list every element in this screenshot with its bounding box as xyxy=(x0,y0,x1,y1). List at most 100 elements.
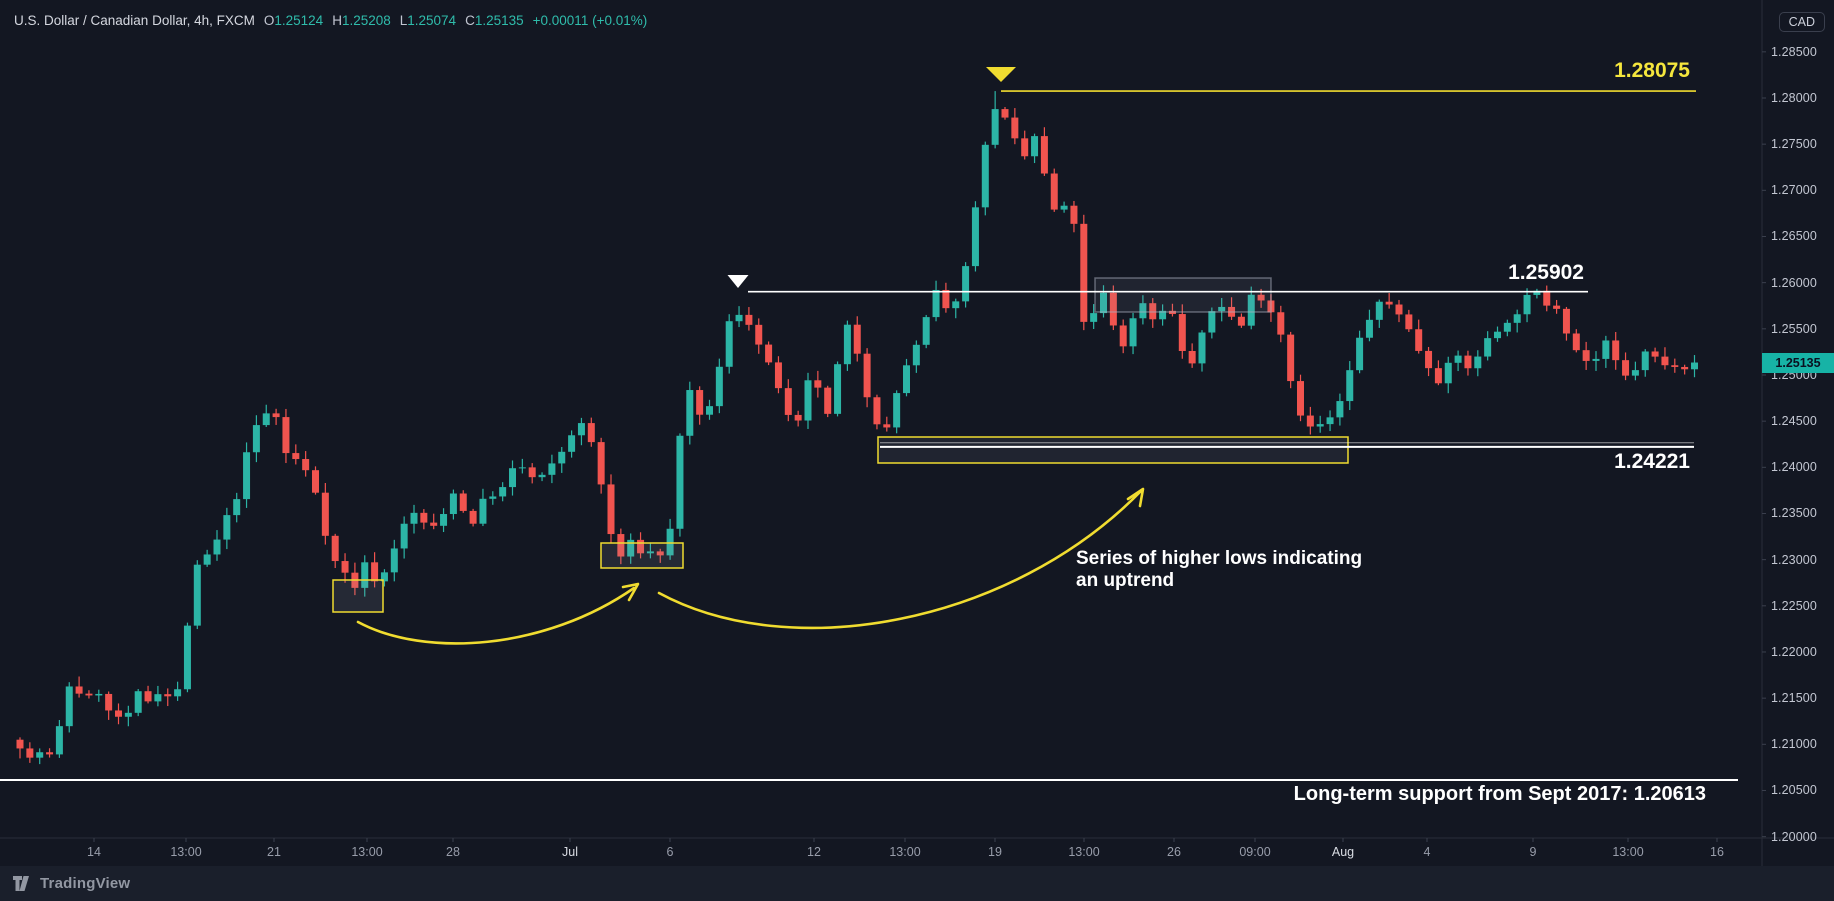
consolidation-zone-box[interactable] xyxy=(1094,277,1272,313)
candle xyxy=(1346,361,1354,411)
candle xyxy=(321,483,329,545)
candle xyxy=(883,416,891,432)
annotation-label-1-28075[interactable]: 1.28075 xyxy=(1614,59,1690,82)
candle xyxy=(715,358,723,414)
candle xyxy=(1031,133,1039,164)
support-zone-box-1-24221[interactable] xyxy=(877,436,1349,464)
candle xyxy=(942,282,950,313)
price-tick-label: 1.26500 xyxy=(1771,229,1817,244)
symbol-legend[interactable]: U.S. Dollar / Canadian Dollar, 4h, FXCM … xyxy=(14,13,647,28)
candle xyxy=(518,458,526,474)
candle xyxy=(991,91,999,149)
candle xyxy=(745,307,753,331)
candle xyxy=(469,508,477,527)
candle xyxy=(873,394,881,430)
price-tick-label: 1.24500 xyxy=(1771,414,1817,429)
tradingview-logo[interactable]: TradingView xyxy=(13,875,130,892)
candle xyxy=(302,451,310,477)
price-tick-label: 1.22500 xyxy=(1771,598,1817,613)
candle xyxy=(400,516,408,559)
candle xyxy=(1691,355,1698,378)
candle xyxy=(292,444,300,465)
candle xyxy=(774,356,782,394)
price-tick-label: 1.25500 xyxy=(1771,321,1817,336)
candle xyxy=(1336,393,1344,426)
annotation-label-1-24221[interactable]: 1.24221 xyxy=(1614,450,1690,473)
ohlc-low: L 1.25074 xyxy=(399,13,457,28)
time-tick-label: 13:00 xyxy=(1068,845,1100,859)
candle xyxy=(725,314,733,374)
candle xyxy=(55,720,63,758)
candle xyxy=(676,433,684,537)
candle xyxy=(706,399,713,420)
time-axis[interactable]: 14 13:00 21 13:00 28 Jul 6 12 13:00 19 13:00 26 09:0… xyxy=(0,838,1834,866)
swing-high-marker-white[interactable] xyxy=(727,275,749,288)
candle xyxy=(1109,285,1117,331)
candle xyxy=(1316,415,1324,433)
candle xyxy=(1533,288,1541,299)
annotation-label-higher-lows[interactable]: Series of higher lows indicating an uptr… xyxy=(1076,548,1362,592)
price-tick-label: 1.23500 xyxy=(1771,506,1817,521)
candle xyxy=(1090,304,1098,330)
candle xyxy=(1474,350,1482,377)
candle xyxy=(814,370,822,398)
time-tick-label: 16 xyxy=(1710,845,1724,859)
candle xyxy=(46,748,54,758)
candle xyxy=(233,492,241,523)
candle xyxy=(1356,330,1364,374)
candle xyxy=(1326,410,1334,432)
candle xyxy=(1188,343,1196,368)
price-tick-label: 1.22000 xyxy=(1771,644,1817,659)
candle xyxy=(1277,305,1285,343)
candle xyxy=(617,528,625,565)
uptrend-arrow-1[interactable] xyxy=(356,582,640,645)
candle xyxy=(440,508,448,533)
currency-button[interactable]: CAD xyxy=(1778,12,1825,32)
last-price-tag: 1.25135 xyxy=(1762,352,1834,373)
candle xyxy=(459,490,467,513)
candle xyxy=(1622,352,1630,381)
candle xyxy=(341,553,349,583)
candle xyxy=(75,676,83,698)
candle xyxy=(262,404,270,427)
annotation-label-longterm-support[interactable]: Long-term support from Sept 2017: 1.2061… xyxy=(1293,783,1706,805)
candle xyxy=(95,689,103,702)
candle xyxy=(804,372,812,429)
candle xyxy=(1080,214,1088,331)
candle xyxy=(1494,326,1501,342)
swing-high-marker-yellow[interactable] xyxy=(986,67,1016,82)
candle xyxy=(489,491,497,505)
candle xyxy=(144,685,152,704)
candle xyxy=(627,533,635,564)
candle xyxy=(637,532,645,559)
candle xyxy=(1661,347,1669,370)
candle xyxy=(686,381,694,445)
candle xyxy=(755,318,763,354)
candle xyxy=(1021,130,1029,160)
candle xyxy=(1582,341,1590,370)
candle xyxy=(1681,364,1689,375)
time-tick-label: 13:00 xyxy=(1612,845,1644,859)
annotation-label-1-25902[interactable]: 1.25902 xyxy=(1508,261,1584,284)
price-chart-canvas[interactable] xyxy=(0,0,1834,866)
candle xyxy=(1651,347,1659,363)
price-axis[interactable]: 1.28500 1.28000 1.27500 1.27000 1.26500 1.260… xyxy=(1762,0,1834,866)
candle xyxy=(1247,286,1255,330)
candle xyxy=(1631,361,1639,381)
ohlc-close: C 1.25135 xyxy=(465,13,524,28)
candle xyxy=(243,442,251,508)
candle xyxy=(538,472,546,482)
candle xyxy=(26,742,34,763)
candle xyxy=(282,408,290,464)
candle xyxy=(164,688,172,707)
candle xyxy=(1405,309,1413,332)
candle xyxy=(903,358,910,397)
uptrend-arrow-2[interactable] xyxy=(657,487,1145,630)
candle xyxy=(597,437,605,494)
higher-low-box-2[interactable] xyxy=(600,542,684,569)
higher-low-box-1[interactable] xyxy=(332,579,384,613)
candle xyxy=(252,415,260,463)
candle xyxy=(1159,304,1167,326)
candle xyxy=(1553,299,1561,314)
